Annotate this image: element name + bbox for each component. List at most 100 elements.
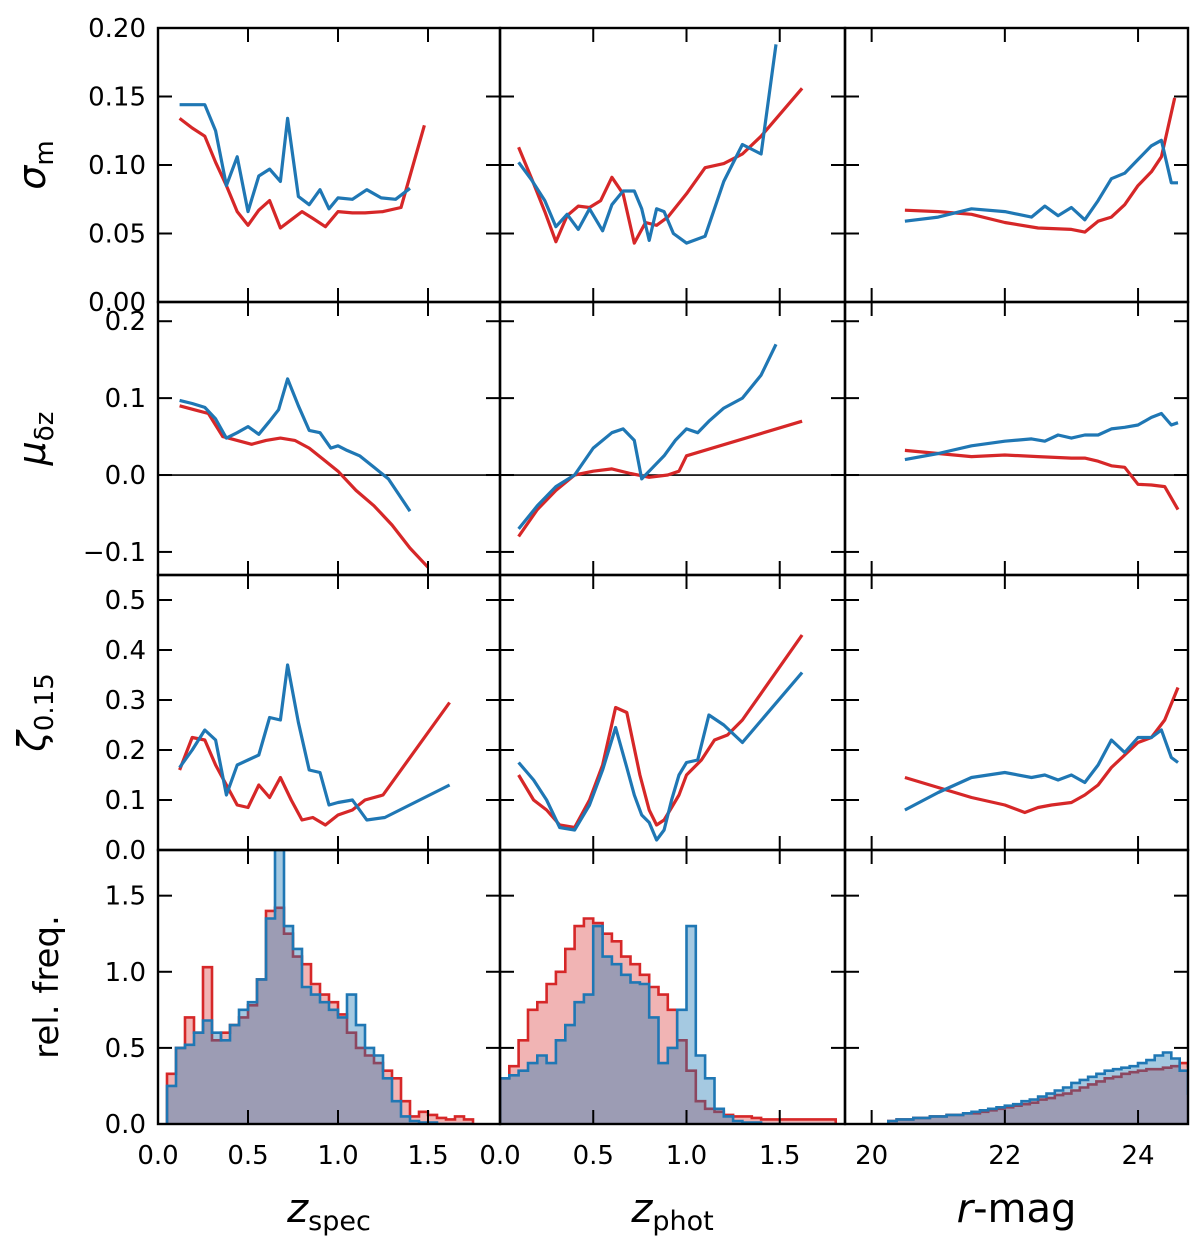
- series-line-blue: [904, 411, 1179, 462]
- y-tick-label: 0.3: [105, 686, 146, 716]
- series-line-blue: [179, 377, 412, 513]
- series-line-red: [517, 634, 804, 830]
- x-tick-label: 0.5: [573, 1141, 614, 1171]
- y-tick-label: 0.00: [88, 288, 146, 318]
- y-tick-label: 1.5: [105, 882, 146, 912]
- panel-frame: [498, 26, 847, 304]
- series-line-red: [178, 701, 451, 827]
- panel-sigma-zspec: [178, 103, 426, 230]
- panel-hist-rmag: [887, 1051, 1188, 1124]
- x-tick-label: 1.5: [759, 1141, 800, 1171]
- y-axis-label-sigma: σm: [10, 140, 60, 189]
- x-tick-label: 24: [1122, 1141, 1155, 1171]
- x-tick-label: 0.0: [137, 1141, 178, 1171]
- panel-hist-zspec: [165, 850, 475, 1124]
- y-tick-label: 0.0: [105, 836, 146, 866]
- y-axis-label-sub: m: [30, 140, 60, 165]
- y-axis-label-main: μ: [10, 441, 54, 466]
- series-line-blue: [517, 44, 778, 245]
- panel-zeta-zspec: [178, 663, 451, 827]
- hist-step-blue: [887, 1051, 1188, 1124]
- y-tick-label: 1.0: [105, 958, 146, 988]
- hist-fill-red: [500, 918, 836, 1124]
- y-tick-label: 0.10: [88, 151, 146, 181]
- hist-step-blue: [165, 850, 473, 1124]
- panel-frame: [498, 300, 847, 577]
- panel-frame: [156, 573, 502, 852]
- series-line-blue: [904, 728, 1179, 812]
- y-tick-label: 0.2: [105, 736, 146, 766]
- x-axis-label-main: z: [286, 1186, 309, 1232]
- panel-mu-zphot: [517, 343, 803, 538]
- y-axis-label-sub: δz: [30, 412, 60, 442]
- series-line-blue: [517, 343, 778, 530]
- panel-frame: [843, 848, 1190, 1126]
- x-tick-label: 22: [988, 1141, 1021, 1171]
- frame-layer: [156, 26, 1190, 1126]
- panel-mu-zspec: [179, 377, 430, 569]
- hist-step-red: [500, 917, 837, 1124]
- x-tick-label: 1.0: [317, 1141, 358, 1171]
- plot-layer: [158, 44, 1188, 1124]
- hist-fill-red: [167, 907, 473, 1124]
- series-line-red: [179, 404, 430, 569]
- x-tick-label: 0.0: [479, 1141, 520, 1171]
- x-axis-label-tail: -mag: [973, 1186, 1076, 1232]
- y-tick-label: −0.1: [83, 538, 146, 568]
- y-tick-label: 0.5: [105, 1034, 146, 1064]
- y-axis-label-hist: rel. freq.: [27, 915, 67, 1059]
- x-tick-label: 0.5: [227, 1141, 268, 1171]
- x-tick-label: 1.0: [666, 1141, 707, 1171]
- series-line-blue: [517, 671, 804, 842]
- series-line-red: [517, 419, 803, 538]
- x-axis-label-rmag: r-mag: [957, 1186, 1077, 1232]
- y-axis-label-main: σ: [10, 164, 54, 190]
- panel-sigma-zphot: [517, 44, 804, 245]
- y-tick-label: 0.1: [105, 384, 146, 414]
- panel-mu-rmag: [904, 411, 1180, 511]
- panel-zeta-rmag: [904, 686, 1180, 815]
- x-axis-label-sub: phot: [652, 1206, 713, 1237]
- y-tick-label: 0.4: [105, 636, 146, 666]
- y-axis-label-main: ζ: [10, 729, 54, 753]
- hist-fill-blue: [500, 926, 836, 1124]
- hist-fill-blue: [167, 850, 473, 1124]
- x-axis-label-sub: spec: [308, 1206, 371, 1237]
- x-tick-label: 20: [855, 1141, 888, 1171]
- panel-sigma-rmag: [904, 97, 1178, 234]
- y-tick-label: 0.15: [88, 83, 146, 113]
- y-axis-label-main: rel. freq.: [27, 915, 67, 1059]
- x-axis-label-zphot: zphot: [630, 1186, 713, 1237]
- series-line-blue: [179, 103, 411, 214]
- y-axis-label-zeta: ζ0.15: [10, 673, 60, 753]
- y-tick-label: 0.20: [88, 14, 146, 44]
- hist-step-blue: [500, 924, 836, 1124]
- x-axis-label-main: r: [957, 1186, 976, 1232]
- y-axis-label-sub: 0.15: [30, 673, 60, 731]
- x-tick-label: 1.5: [407, 1141, 448, 1171]
- y-axis-label-mu: μδz: [10, 412, 60, 467]
- series-line-blue: [178, 663, 451, 822]
- series-line-red: [517, 87, 804, 245]
- panel-frame: [843, 300, 1190, 577]
- x-axis-label-zspec: zspec: [286, 1186, 371, 1237]
- y-tick-label: 0.0: [105, 1110, 146, 1140]
- y-tick-label: 0.2: [105, 307, 146, 337]
- series-line-red: [904, 448, 1180, 511]
- series-line-red: [904, 97, 1177, 234]
- y-tick-label: 0.0: [105, 461, 146, 491]
- hist-fill-blue: [888, 1052, 1188, 1124]
- panel-zeta-zphot: [517, 634, 804, 842]
- series-line-blue: [904, 138, 1178, 223]
- panel-frame: [843, 26, 1190, 304]
- y-tick-label: 0.05: [88, 220, 146, 250]
- label-layer: 0.00 0.05 0.10 0.15 0.20 −0.1 0.0 0.1 0.2 0.0 0.1 0…: [10, 14, 1155, 1237]
- y-tick-label: 0.5: [105, 586, 146, 616]
- series-line-red: [904, 686, 1180, 815]
- x-axis-label-main: z: [630, 1186, 653, 1232]
- series-line-red: [178, 117, 426, 230]
- panel-frame: [156, 26, 502, 304]
- y-tick-label: 0.1: [105, 786, 146, 816]
- panel-hist-zphot: [500, 917, 837, 1124]
